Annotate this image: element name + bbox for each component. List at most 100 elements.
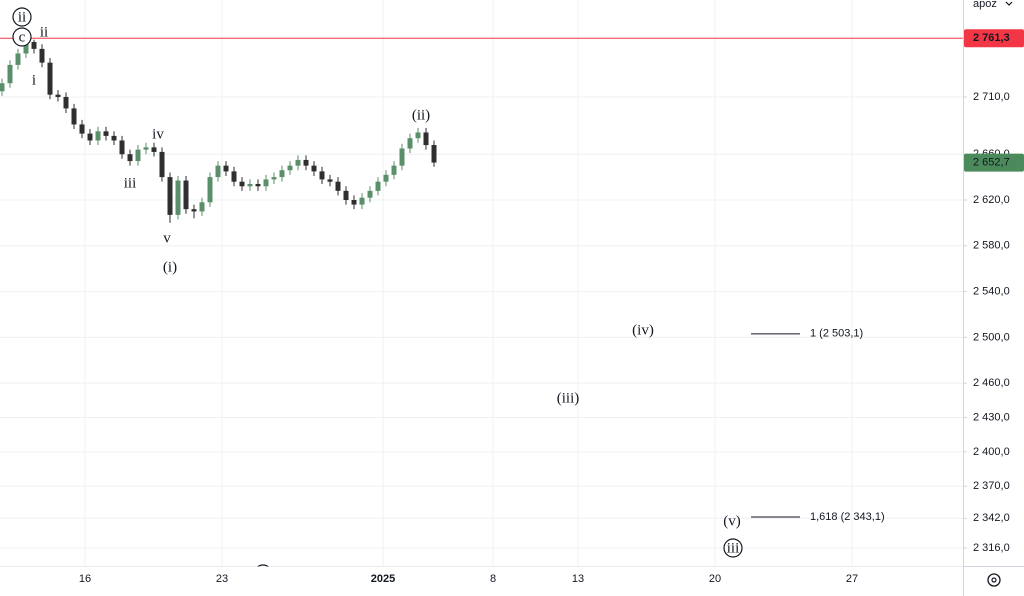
candle-body: [31, 42, 37, 49]
candle-body: [191, 209, 197, 212]
candle-body: [311, 165, 317, 172]
x-tick-label: 20: [709, 573, 721, 585]
candle-body: [367, 190, 373, 198]
candle-body: [119, 140, 125, 155]
grid: [0, 0, 963, 566]
wave-label: (ii): [412, 107, 430, 123]
candle-body: [287, 165, 293, 171]
candle-body: [343, 190, 349, 201]
x-tick-label: 27: [846, 573, 858, 585]
candle-body: [7, 64, 13, 84]
wave-label: i: [32, 72, 36, 88]
x-tick-label: 8: [490, 573, 496, 585]
wave-label: ii: [40, 24, 48, 40]
y-tick-label: 2 500,0: [973, 331, 1010, 343]
candle-body: [183, 180, 189, 210]
candle-body: [135, 149, 141, 162]
candle-body: [319, 171, 325, 180]
candle-body: [79, 124, 85, 134]
y-tick-label: 2 540,0: [973, 285, 1010, 297]
candle-body: [423, 132, 429, 146]
candle-body: [95, 131, 101, 141]
wave-label: iv: [152, 126, 164, 142]
chevron[interactable]: [1005, 1, 1013, 6]
last-price-tag: [964, 153, 1024, 172]
candle-body: [0, 83, 5, 92]
candle-body: [239, 181, 245, 187]
candle-body: [127, 154, 133, 162]
candle-body: [103, 131, 109, 136]
candle-body: [159, 151, 165, 178]
candle-body: [279, 170, 285, 178]
x-tick-label: 2025: [371, 573, 395, 585]
candle-body: [87, 133, 93, 141]
wave-label: (iii): [557, 390, 580, 406]
x-tick-label: 13: [572, 573, 584, 585]
currency-menu[interactable]: apoz: [973, 0, 1013, 10]
wave-label: ii: [18, 9, 26, 25]
candle-body: [55, 94, 61, 97]
x-tick-label: 16: [79, 573, 91, 585]
candle-body: [207, 177, 213, 203]
candle-body: [223, 165, 229, 172]
candle-body: [247, 183, 253, 187]
gear-center[interactable]: [991, 577, 997, 583]
wave-label: iii: [124, 175, 137, 191]
x-tick-label: 23: [216, 573, 228, 585]
wave-circle: [12, 7, 32, 27]
price-tag: [964, 29, 1024, 48]
candle-body: [15, 53, 21, 65]
candle-body: [391, 165, 397, 175]
candle-body: [231, 171, 237, 182]
wave-label: v: [163, 230, 171, 246]
wave-label: (v): [723, 513, 741, 529]
y-tick-label: 2 370,0: [973, 480, 1010, 492]
y-tick-label: 2 342,0: [973, 512, 1010, 524]
y-tick-label: 2 620,0: [973, 194, 1010, 206]
candle-body: [295, 159, 301, 166]
candle-body: [175, 180, 181, 215]
wave-label: (iv): [632, 322, 654, 338]
candle-body: [215, 165, 221, 178]
candle-body: [63, 96, 69, 109]
candle-body: [23, 42, 29, 54]
candle-body: [327, 179, 333, 182]
y-tick-label: 2 580,0: [973, 240, 1010, 252]
y-tick-label: 2 400,0: [973, 446, 1010, 458]
price-tag-label: 2 761,3: [973, 32, 1010, 44]
candle-body: [431, 145, 437, 163]
last-price-label: 2 652,7: [973, 156, 1010, 168]
wave-label: c: [19, 29, 26, 45]
gear-icon[interactable]: [987, 573, 1001, 587]
candle-body: [71, 108, 77, 125]
wave-label: (i): [163, 259, 177, 275]
candle-body: [39, 48, 45, 63]
settings-button[interactable]: [987, 573, 1001, 587]
candle-body: [399, 148, 405, 166]
candle-body: [303, 159, 309, 166]
wave-circle: [12, 27, 32, 47]
y-tick-label: 2 460,0: [973, 377, 1010, 389]
currency-menu-label[interactable]: apoz: [973, 0, 997, 10]
candle-body: [263, 179, 269, 187]
candle-body: [351, 200, 357, 205]
candle-body: [271, 177, 277, 180]
candle-body: [111, 135, 117, 141]
candle-body: [151, 147, 157, 152]
candle-body: [143, 147, 149, 150]
y-tick-label: 2 316,0: [973, 542, 1010, 554]
candle-body: [167, 177, 173, 215]
candle-body: [407, 138, 413, 149]
y-tick-label: 2 430,0: [973, 411, 1010, 423]
time-axis-bg: [0, 566, 963, 596]
candle-body: [383, 174, 389, 182]
wave-circle: [723, 538, 743, 558]
candle-body: [415, 132, 421, 139]
fib-label: 1,618 (2 343,1): [810, 511, 885, 523]
candle-body: [47, 62, 53, 95]
wave-label: iii: [727, 540, 740, 556]
fib-label: 1 (2 503,1): [810, 328, 863, 340]
candle-body: [335, 181, 341, 191]
